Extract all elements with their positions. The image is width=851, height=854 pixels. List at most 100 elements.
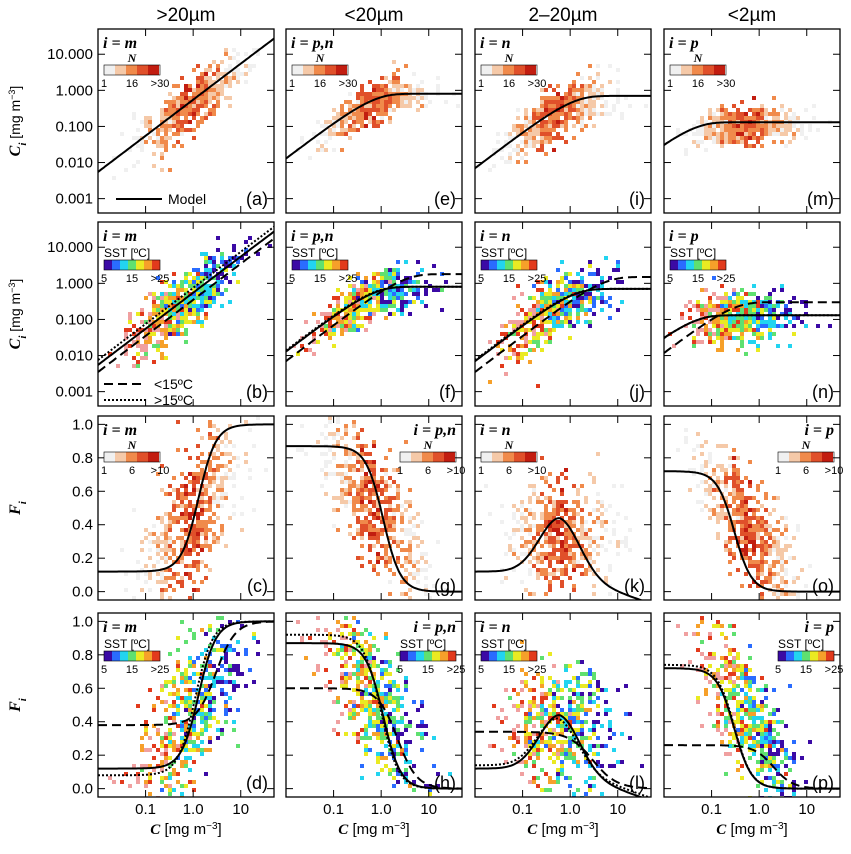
data-cell xyxy=(220,260,224,264)
data-cell xyxy=(572,304,576,308)
data-cell xyxy=(336,324,340,328)
data-cell xyxy=(784,116,788,120)
data-cell xyxy=(152,292,156,296)
data-cell xyxy=(704,120,708,124)
data-cell xyxy=(360,96,364,100)
data-cell xyxy=(204,524,208,528)
data-cell xyxy=(332,116,336,120)
data-cell xyxy=(340,124,344,128)
data-cell xyxy=(160,128,164,132)
data-cell xyxy=(376,112,380,116)
data-cell xyxy=(172,588,176,592)
data-cell xyxy=(564,116,568,120)
plot-area-f xyxy=(286,260,462,362)
data-cell xyxy=(572,300,576,304)
data-cell xyxy=(188,536,192,540)
data-cell xyxy=(552,88,556,92)
colorbar-title: N xyxy=(127,438,138,452)
data-cell xyxy=(768,336,772,340)
data-cell xyxy=(572,104,576,108)
data-cell xyxy=(380,76,384,80)
data-cell xyxy=(228,460,232,464)
data-cell xyxy=(148,576,152,580)
data-cell xyxy=(180,504,184,508)
data-cell xyxy=(812,116,816,120)
data-cell xyxy=(148,136,152,140)
data-cell xyxy=(688,300,692,304)
data-cell xyxy=(596,284,600,288)
data-cell xyxy=(752,328,756,332)
data-cell xyxy=(600,104,604,108)
data-cell xyxy=(192,528,196,532)
data-cell xyxy=(324,132,328,136)
data-cell xyxy=(208,276,212,280)
data-cell xyxy=(176,496,180,500)
data-cell xyxy=(748,124,752,128)
data-cell xyxy=(232,444,236,448)
data-cell xyxy=(168,292,172,296)
data-cell xyxy=(204,484,208,488)
data-cell xyxy=(532,140,536,144)
data-cell xyxy=(328,312,332,316)
data-cell xyxy=(552,112,556,116)
data-cell xyxy=(188,576,192,580)
panel-letter: (j) xyxy=(629,382,645,402)
data-cell xyxy=(192,68,196,72)
data-cell xyxy=(580,128,584,132)
data-cell xyxy=(708,128,712,132)
data-cell xyxy=(356,328,360,332)
data-cell xyxy=(196,100,200,104)
data-cell xyxy=(220,280,224,284)
data-cell xyxy=(316,120,320,124)
data-cell xyxy=(316,340,320,344)
data-cell xyxy=(188,500,192,504)
data-cell xyxy=(532,320,536,324)
data-cell xyxy=(548,332,552,336)
data-cell xyxy=(392,296,396,300)
data-cell xyxy=(568,308,572,312)
data-cell xyxy=(616,96,620,100)
data-cell xyxy=(532,120,536,124)
data-cell xyxy=(380,296,384,300)
y-tick-label: 10.000 xyxy=(47,239,93,256)
data-cell xyxy=(580,112,584,116)
data-cell xyxy=(200,496,204,500)
data-cell xyxy=(552,100,556,104)
data-cell xyxy=(192,564,196,568)
data-cell xyxy=(532,324,536,328)
data-cell xyxy=(192,508,196,512)
data-cell xyxy=(560,112,564,116)
data-cell xyxy=(376,300,380,304)
data-cell xyxy=(160,168,164,172)
data-cell xyxy=(792,112,796,116)
data-cell xyxy=(796,316,800,320)
data-cell xyxy=(724,316,728,320)
data-cell xyxy=(680,316,684,320)
data-cell xyxy=(740,344,744,348)
data-cell xyxy=(564,276,568,280)
data-cell xyxy=(604,256,608,260)
data-cell xyxy=(184,448,188,452)
data-cell xyxy=(320,132,324,136)
data-cell xyxy=(160,592,164,596)
data-cell xyxy=(620,280,624,284)
data-cell xyxy=(380,304,384,308)
data-cell xyxy=(544,120,548,124)
data-cell xyxy=(576,296,580,300)
data-cell xyxy=(172,312,176,316)
data-cell xyxy=(192,580,196,584)
data-cell xyxy=(388,304,392,308)
data-cell xyxy=(172,292,176,296)
data-cell xyxy=(684,304,688,308)
data-cell xyxy=(384,304,388,308)
data-cell xyxy=(720,328,724,332)
data-cell xyxy=(592,272,596,276)
data-cell xyxy=(216,64,220,68)
data-cell xyxy=(372,312,376,316)
data-cell xyxy=(560,100,564,104)
data-cell xyxy=(156,328,160,332)
data-cell xyxy=(712,324,716,328)
data-cell xyxy=(156,312,160,316)
data-cell xyxy=(436,288,440,292)
data-cell xyxy=(304,320,308,324)
